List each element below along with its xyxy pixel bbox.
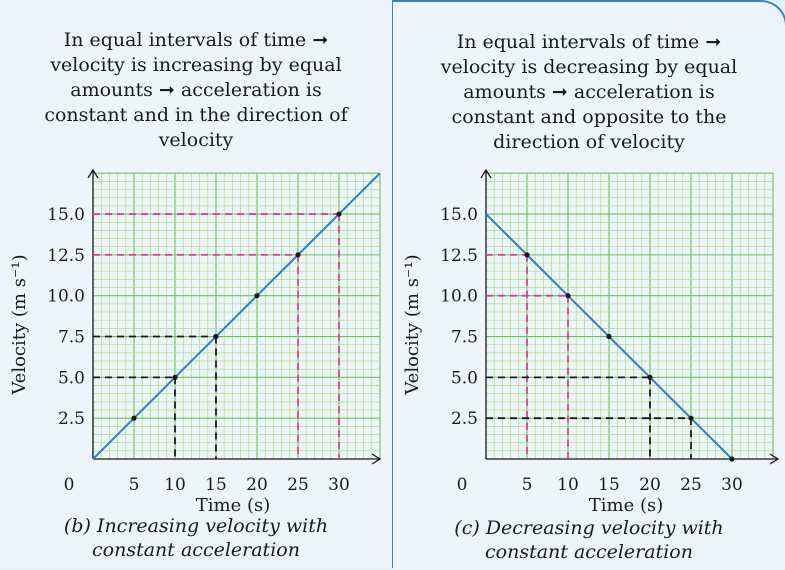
y-axis-label: Velocity (m s⁻¹) (402, 254, 423, 395)
data-point (606, 333, 612, 340)
description-text: In equal intervals of time ➞ velocity is… (393, 30, 785, 155)
y-tick-label: 10.0 (440, 287, 478, 307)
y-tick-label: 15.0 (440, 205, 478, 225)
figure-caption: (b) Increasing velocity with constant ac… (0, 514, 392, 562)
description-line: velocity is increasing by equal (50, 54, 342, 76)
x-tick-label: 10 (164, 475, 186, 495)
y-tick-label: 7.5 (451, 328, 478, 348)
description-line: In equal intervals of time ➞ (63, 29, 329, 51)
x-tick-label: 25 (680, 475, 702, 495)
y-axis-arrow (87, 168, 99, 179)
panel-decreasing-velocity: In equal intervals of time ➞ velocity is… (393, 0, 785, 570)
x-tick-label: 20 (246, 475, 268, 495)
x-tick-label: 15 (205, 475, 227, 495)
description-line: constant and opposite to the (451, 106, 727, 128)
y-tick-label: 12.5 (440, 246, 478, 266)
y-tick-label: 10.0 (47, 287, 85, 307)
caption-line: constant acceleration (92, 539, 300, 561)
x-tick-label: 0 (457, 475, 468, 495)
series-line (92, 172, 381, 460)
panel-increasing-velocity: In equal intervals of time ➞ velocity is… (0, 0, 393, 568)
caption-line: constant acceleration (485, 541, 693, 563)
description-line: amounts ➞ acceleration is (463, 81, 715, 103)
data-point (213, 333, 219, 340)
caption-line: (c) Decreasing velocity with (454, 517, 724, 539)
x-tick-label: 10 (557, 475, 579, 495)
description-line: velocity (158, 129, 234, 151)
y-tick-label: 5.0 (451, 368, 478, 388)
x-tick-label: 5 (522, 475, 533, 495)
y-axis-arrow (480, 168, 492, 179)
y-tick-label: 7.5 (58, 328, 85, 348)
x-axis-label: Time (s) (589, 495, 664, 516)
caption-line: (b) Increasing velocity with (63, 515, 329, 537)
y-tick-label: 5.0 (58, 368, 85, 388)
data-point (688, 415, 694, 421)
description-line: direction of velocity (493, 131, 685, 153)
y-axis-label: Velocity (m s⁻¹) (9, 254, 30, 395)
chart-0: 0 5 10 15 20 25 30 2.5 5.0 7.5 10.0 12.5 15.0 Time (s… (9, 168, 382, 516)
description-line: constant and in the direction of (44, 104, 348, 126)
y-tick-label: 2.5 (58, 409, 85, 429)
data-point (524, 252, 530, 258)
x-tick-label: 0 (64, 475, 75, 495)
data-point (336, 211, 342, 217)
data-point (172, 374, 178, 380)
data-point (647, 374, 653, 380)
x-tick-label: 25 (287, 475, 309, 495)
y-tick-label: 15.0 (47, 205, 85, 225)
x-tick-label: 20 (639, 475, 661, 495)
description-line: In equal intervals of time ➞ (456, 31, 722, 53)
x-axis-arrow (769, 453, 780, 465)
x-tick-label: 30 (721, 475, 743, 495)
x-tick-label: 5 (129, 475, 140, 495)
description-text: In equal intervals of time ➞ velocity is… (0, 28, 392, 153)
figure-caption: (c) Decreasing velocity with constant ac… (393, 516, 785, 564)
y-tick-label: 2.5 (451, 409, 478, 429)
description-line: velocity is decreasing by equal (440, 56, 738, 78)
x-tick-label: 30 (328, 475, 350, 495)
data-point (295, 252, 301, 258)
data-point (131, 415, 137, 421)
x-axis-arrow (371, 453, 382, 465)
chart-1: 0 5 10 15 20 25 30 2.5 5.0 7.5 10.0 12.5 15.0 Time (s… (402, 168, 780, 516)
description-line: amounts ➞ acceleration is (70, 79, 322, 101)
x-tick-label: 15 (598, 475, 620, 495)
data-point (254, 293, 260, 299)
data-point (565, 293, 571, 299)
x-axis-label: Time (s) (196, 495, 271, 516)
y-tick-label: 12.5 (47, 246, 85, 266)
data-point (729, 456, 735, 462)
